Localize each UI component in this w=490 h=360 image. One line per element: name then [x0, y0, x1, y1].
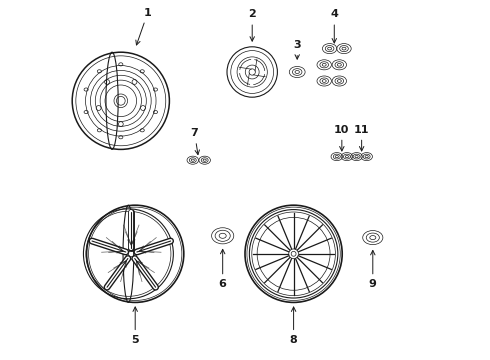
Text: 10: 10 [334, 125, 349, 151]
Text: 8: 8 [290, 307, 297, 345]
Text: 7: 7 [191, 128, 199, 154]
Text: 11: 11 [354, 125, 369, 151]
Text: 1: 1 [136, 8, 152, 45]
Text: 6: 6 [219, 249, 226, 289]
Text: 3: 3 [294, 40, 301, 59]
Text: 2: 2 [248, 9, 256, 41]
Text: 5: 5 [131, 307, 139, 345]
Text: 9: 9 [369, 251, 377, 289]
Text: 4: 4 [330, 9, 338, 43]
